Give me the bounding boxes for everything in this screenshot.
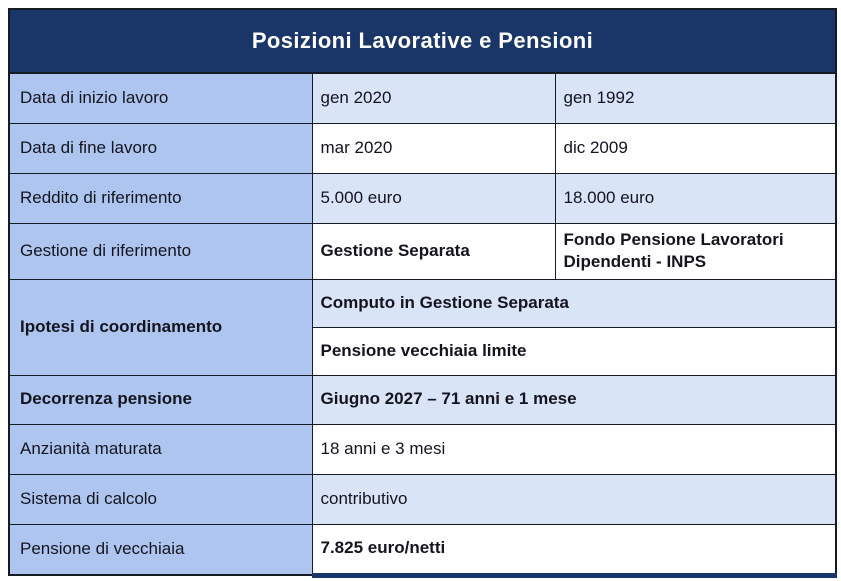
label-data-fine-lavoro: Data di fine lavoro <box>8 122 313 174</box>
row-reddito-riferimento: Reddito di riferimento 5.000 euro 18.000… <box>8 172 837 224</box>
row-decorrenza-pensione: Decorrenza pensione Giugno 2027 – 71 ann… <box>8 374 837 425</box>
value-data-fine-2: dic 2009 <box>554 122 837 174</box>
value-data-inizio-2: gen 1992 <box>554 72 837 124</box>
row-sistema-calcolo: Sistema di calcolo contributivo <box>8 473 837 525</box>
row-ipotesi-coordinamento-2: Pensione vecchiaia limite <box>9 326 837 376</box>
pension-table: Posizioni Lavorative e Pensioni Data di … <box>8 8 837 578</box>
label-gestione-riferimento: Gestione di riferimento <box>8 222 313 280</box>
row-gestione-riferimento: Gestione di riferimento Gestione Separat… <box>8 222 837 280</box>
value-anzianita: 18 anni e 3 mesi <box>311 423 837 475</box>
label-decorrenza-pensione: Decorrenza pensione <box>8 374 313 425</box>
row-data-fine-lavoro: Data di fine lavoro mar 2020 dic 2009 <box>8 122 837 174</box>
table-header-row: Posizioni Lavorative e Pensioni <box>8 8 837 74</box>
label-data-inizio-lavoro: Data di inizio lavoro <box>8 72 313 124</box>
value-pensione-vecchiaia: 7.825 euro/netti <box>311 523 837 578</box>
value-ipotesi-2: Pensione vecchiaia limite <box>311 326 837 376</box>
value-data-inizio-1: gen 2020 <box>311 72 556 124</box>
row-ipotesi-coordinamento: Ipotesi di coordinamento Computo in Gest… <box>8 278 837 376</box>
label-ipotesi-coordinamento: Ipotesi di coordinamento <box>8 278 313 376</box>
value-reddito-2: 18.000 euro <box>554 172 837 224</box>
label-reddito-riferimento: Reddito di riferimento <box>8 172 313 224</box>
label-anzianita-maturata: Anzianità maturata <box>8 423 313 475</box>
label-sistema-calcolo: Sistema di calcolo <box>8 473 313 525</box>
value-reddito-1: 5.000 euro <box>311 172 556 224</box>
row-data-inizio-lavoro: Data di inizio lavoro gen 2020 gen 1992 <box>8 72 837 124</box>
value-data-fine-1: mar 2020 <box>311 122 556 174</box>
row-anzianita-maturata: Anzianità maturata 18 anni e 3 mesi <box>8 423 837 475</box>
value-gestione-1: Gestione Separata <box>311 222 556 280</box>
table-title: Posizioni Lavorative e Pensioni <box>8 8 837 74</box>
value-sistema: contributivo <box>311 473 837 525</box>
value-ipotesi-1: Computo in Gestione Separata <box>311 278 837 328</box>
row-pensione-vecchiaia: Pensione di vecchiaia 7.825 euro/netti <box>8 523 837 578</box>
label-pensione-vecchiaia: Pensione di vecchiaia <box>8 523 313 576</box>
value-decorrenza: Giugno 2027 – 71 anni e 1 mese <box>311 374 837 425</box>
value-gestione-2: Fondo Pensione Lavoratori Dipendenti - I… <box>554 222 837 280</box>
